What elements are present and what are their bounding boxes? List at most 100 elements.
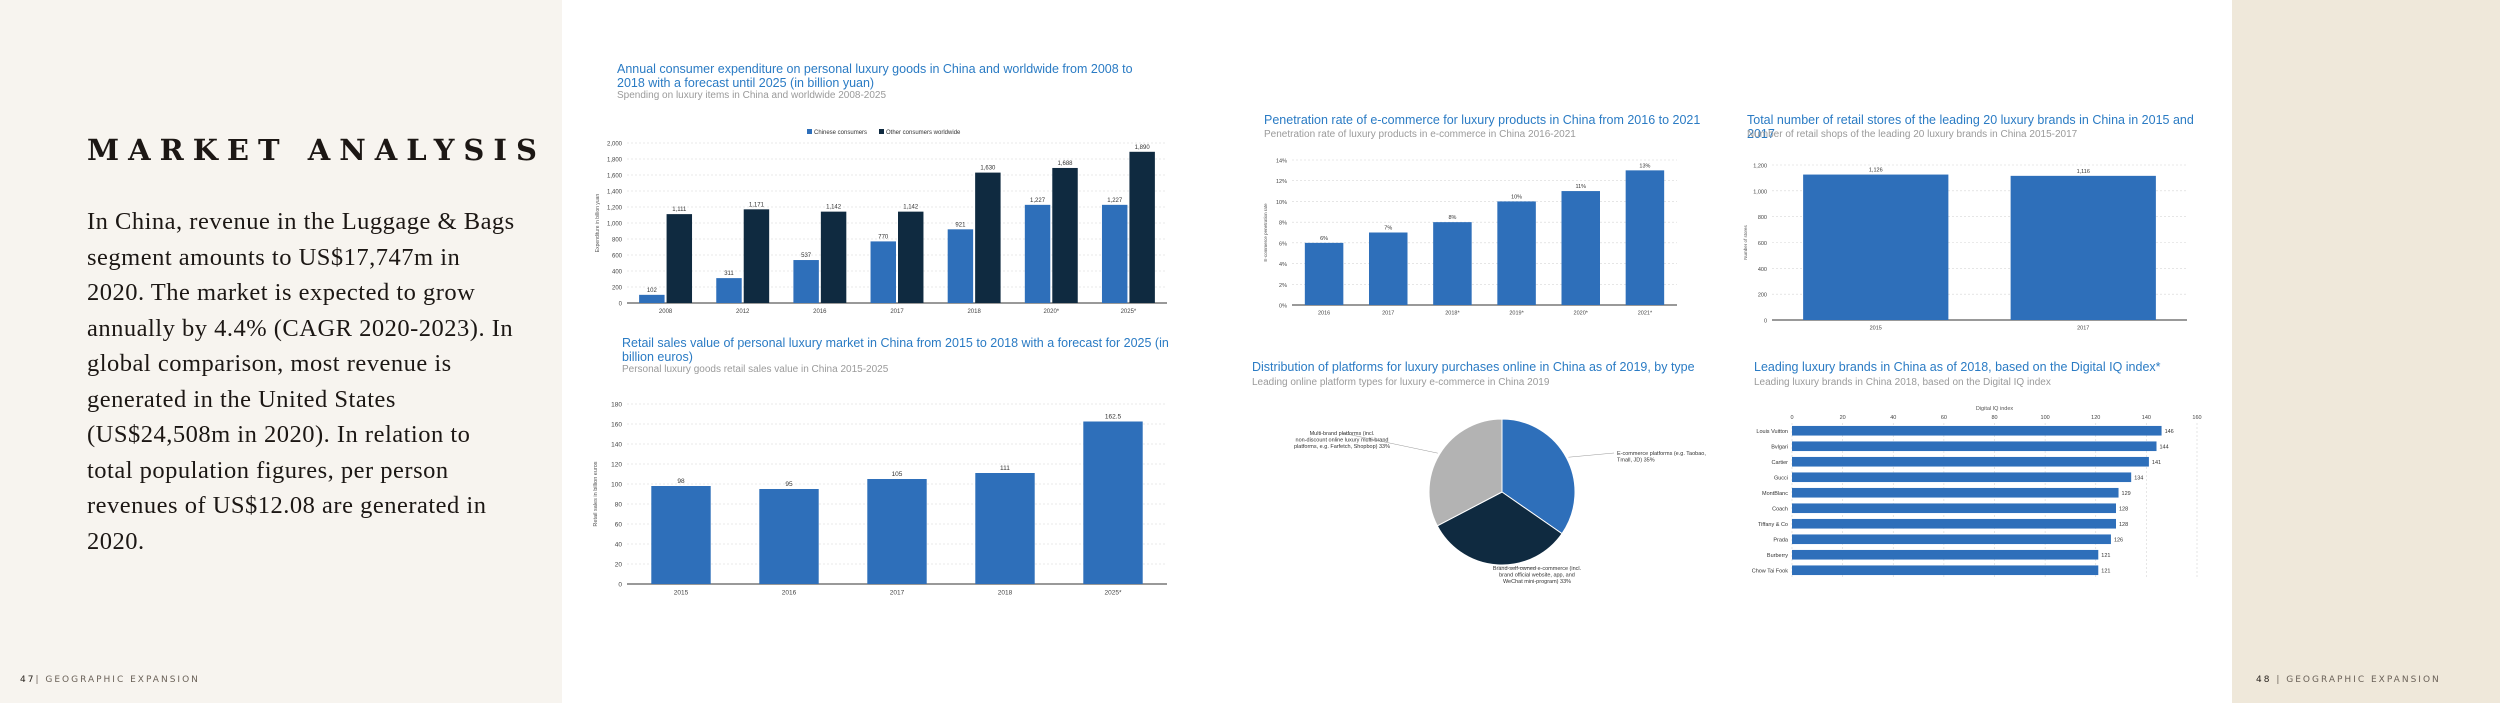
chart-subtitle-retail-sales: Personal luxury goods retail sales value… [622, 364, 889, 375]
x-tick-label: 20 [1840, 415, 1846, 421]
page-number-left: 47 [20, 675, 36, 685]
y-axis-label: E-commerce penetration rate [1263, 203, 1268, 262]
data-label: 128 [2119, 506, 2128, 512]
bar [1792, 472, 2132, 483]
bar [898, 211, 924, 303]
y-tick-label: 10% [1276, 200, 1287, 206]
data-label: 6% [1320, 236, 1328, 242]
x-tick-label: 2018* [1445, 311, 1460, 317]
chart-subtitle-platforms: Leading online platform types for luxury… [1252, 377, 1550, 388]
bar [1792, 565, 2099, 576]
pie-slice [1428, 418, 1503, 527]
data-label: 13% [1639, 163, 1650, 169]
y-tick-label: 0 [619, 302, 623, 308]
chart-stores: 0 200 400 600 800 1,000 1,200 Number of stores 1… [1743, 164, 2187, 332]
data-label: 1,142 [826, 205, 842, 211]
x-tick-label: 2016 [813, 309, 827, 315]
bar [1497, 201, 1536, 305]
data-label: 770 [878, 234, 889, 240]
chart-subtitle-penetration: Penetration rate of luxury products in e… [1264, 129, 1576, 140]
x-tick-label: 2021* [1638, 311, 1653, 317]
bar [1369, 232, 1408, 305]
bar [1792, 487, 2119, 498]
x-tick-label: 2025* [1121, 309, 1137, 315]
left-page: MARKET ANALYSIS In China, revenue in the… [0, 0, 562, 703]
data-label: 1,116 [2077, 169, 2090, 175]
chart-title-brands: Leading luxury brands in China as of 201… [1754, 360, 2161, 374]
y-tick-label: 60 [615, 522, 623, 529]
data-label: 98 [677, 478, 685, 485]
chart-title-retail-sales: Retail sales value of personal luxury ma… [622, 336, 1169, 364]
x-tick-label: 2015 [674, 590, 689, 597]
y-tick-label: MontBlanc [1762, 491, 1788, 497]
x-tick-label: 80 [1991, 415, 1997, 421]
data-label: 146 [2165, 429, 2174, 435]
chart-expenditure: 0 200 400 600 800 1,000 1,200 1,400 1,600 1,800 2,… [595, 129, 1167, 315]
data-label: 1,688 [1058, 161, 1074, 167]
legend-entry: Other consumers worldwide [886, 130, 961, 136]
y-tick-label: 600 [1758, 241, 1767, 247]
legend-swatch [807, 129, 812, 134]
bar [2010, 175, 2156, 320]
chart-platforms: E-commerce platforms (e.g. Taobao, Tmall,… [1294, 418, 1706, 585]
data-label: 1,111 [672, 207, 687, 213]
y-tick-label: 14% [1276, 159, 1287, 165]
chart-title-expenditure: Annual consumer expenditure on personal … [617, 62, 1133, 90]
footer-label-right: | GEOGRAPHIC EXPANSION [2276, 675, 2441, 685]
y-tick-label: Louis Vuitton [1756, 429, 1788, 435]
x-tick-label: 2017 [890, 590, 905, 597]
data-label: 1,171 [749, 202, 765, 208]
y-tick-label: 140 [611, 442, 622, 449]
bar [820, 211, 847, 303]
y-tick-label: Burberry [1767, 553, 1788, 559]
pie-leader-line [1341, 432, 1438, 454]
bar [1024, 204, 1051, 303]
y-tick-label: 200 [1758, 293, 1767, 299]
pie-leader-line [1497, 566, 1538, 569]
bar [1792, 441, 2157, 452]
x-tick-label: 2017 [2077, 326, 2089, 332]
data-label: 121 [2101, 553, 2110, 559]
data-label: 921 [955, 222, 966, 228]
bar [1803, 174, 1949, 320]
y-tick-label: 1,000 [607, 222, 623, 228]
x-tick-label: 2020* [1043, 309, 1059, 315]
y-tick-label: 200 [612, 286, 623, 292]
bar [1792, 549, 2099, 560]
data-label: 8% [1448, 215, 1456, 221]
pie-slice [1501, 418, 1576, 535]
bar [1304, 242, 1344, 305]
footer-left: 47| GEOGRAPHIC EXPANSION [20, 675, 200, 685]
footer-right: 48 | GEOGRAPHIC EXPANSION [2256, 675, 2441, 685]
y-tick-label: Prada [1773, 537, 1789, 543]
y-tick-label: 4% [1279, 262, 1287, 268]
y-tick-label: 1,800 [607, 158, 623, 164]
y-tick-label: 12% [1276, 179, 1287, 185]
bar [947, 229, 974, 303]
y-axis-label: Retail sales in billion euros [593, 461, 599, 526]
data-label: 10% [1511, 194, 1522, 200]
y-tick-label: 0 [1764, 319, 1767, 325]
data-label: 7% [1384, 226, 1392, 232]
footer-label-left: | GEOGRAPHIC EXPANSION [35, 675, 200, 685]
pie-slice [1436, 491, 1563, 566]
chart-brands: Digital IQ index 0 20 40 60 80 100 120 140 160 Lou… [1752, 406, 2202, 578]
bar [1792, 534, 2111, 545]
pie-label: Brand-self-owned e-commerce (incl. brand … [1493, 566, 1582, 585]
x-tick-label: 2016 [782, 590, 797, 597]
y-tick-label: 800 [1758, 215, 1767, 221]
market-analysis-body: In China, revenue in the Luggage & Bags … [87, 208, 515, 555]
y-tick-label: 0% [1279, 304, 1287, 310]
x-tick-label: 2016 [1318, 311, 1330, 317]
data-label: 129 [2122, 491, 2131, 497]
x-tick-label: 2020* [1574, 311, 1589, 317]
data-label: 105 [892, 471, 903, 478]
x-tick-label: 60 [1941, 415, 1947, 421]
y-axis-label: Expenditure in billion yuan [595, 194, 601, 253]
y-tick-label: 1,600 [607, 174, 623, 180]
y-tick-label: 2% [1279, 283, 1287, 289]
x-axis-label: Digital IQ index [1976, 406, 2014, 412]
bar [1561, 191, 1600, 305]
right-margin: 48 | GEOGRAPHIC EXPANSION [2232, 0, 2500, 703]
y-tick-label: Chow Tai Fook [1752, 568, 1789, 574]
